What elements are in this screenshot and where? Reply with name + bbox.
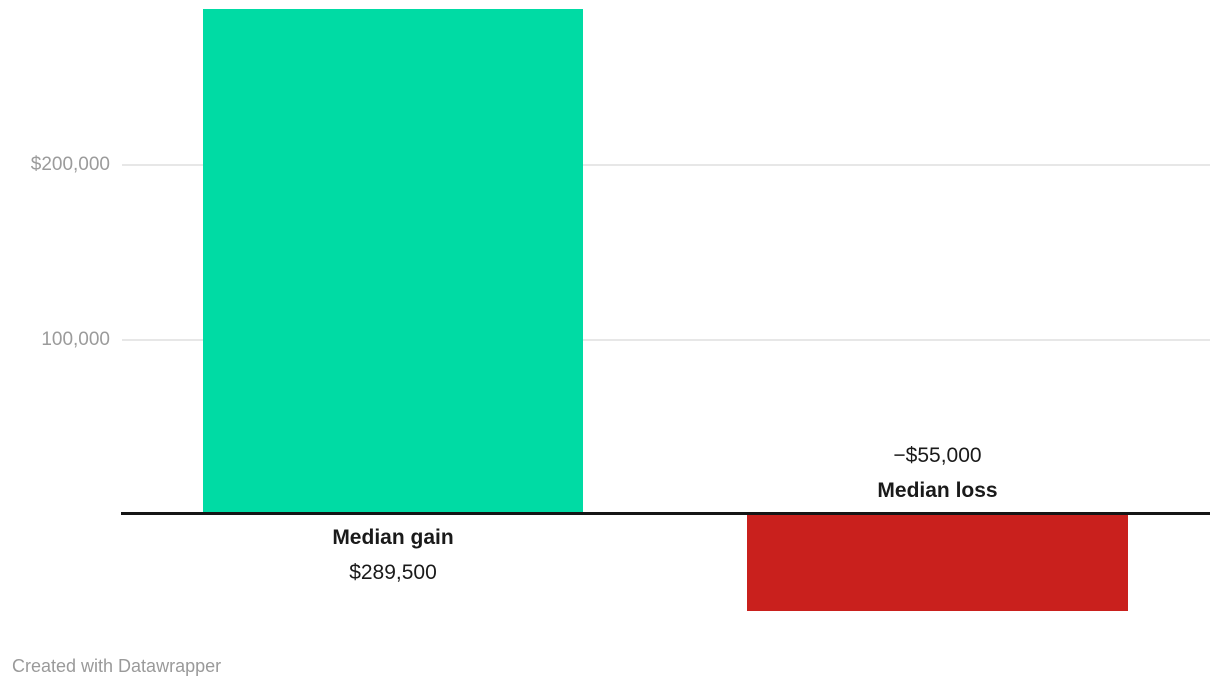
value-label: $289,500 — [349, 561, 437, 584]
category-label: Median gain — [332, 526, 454, 549]
bar-label-median-gain: Median gain $289,500 — [203, 520, 583, 590]
category-label: Median loss — [877, 479, 998, 502]
bar-label-median-loss: −$55,000 Median loss — [747, 438, 1128, 508]
gridline-100000 — [122, 339, 1210, 341]
gridline-200000 — [122, 164, 1210, 166]
value-label: −$55,000 — [893, 444, 982, 467]
y-axis-tick-200000: $200,000 — [30, 154, 110, 175]
datawrapper-credit: Created with Datawrapper — [12, 656, 222, 676]
y-axis-tick-100000: 100,000 — [41, 329, 110, 350]
bar-median-loss — [747, 515, 1128, 611]
bar-median-gain — [203, 9, 583, 514]
zero-baseline — [121, 512, 1210, 515]
